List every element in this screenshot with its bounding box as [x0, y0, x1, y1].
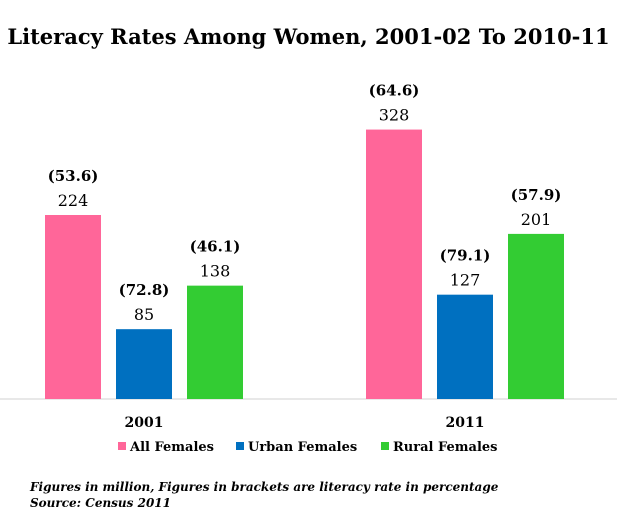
bars-layer: [45, 129, 564, 400]
value-label-rural-females-2001: 138: [200, 262, 231, 281]
value-label-all-females-2011: 328: [379, 106, 410, 125]
bar-rural-females-2001: [187, 285, 243, 399]
rate-label-urban-females-2011: (79.1): [440, 247, 491, 265]
x-tick-label-2011: 2011: [446, 415, 485, 431]
value-label-all-females-2001: 224: [58, 191, 89, 210]
chart-title: Literacy Rates Among Women, 2001-02 To 2…: [7, 24, 610, 49]
value-label-urban-females-2011: 127: [450, 271, 481, 290]
legend-swatch-rural-females: [381, 442, 389, 450]
value-label-rural-females-2011: 201: [521, 210, 552, 229]
chart-notes: Figures in million, Figures in brackets …: [30, 479, 498, 511]
bar-all-females-2011: [366, 129, 422, 400]
bar-urban-females-2011: [437, 294, 493, 399]
legend-label-all-females: All Females: [129, 440, 214, 455]
bar-urban-females-2001: [116, 329, 172, 399]
notes-line-1: Figures in million, Figures in brackets …: [30, 480, 499, 494]
rate-label-rural-females-2011: (57.9): [511, 186, 562, 204]
bar-all-females-2001: [45, 215, 101, 399]
bar-rural-females-2011: [508, 233, 564, 399]
legend-label-rural-females: Rural Females: [393, 440, 498, 455]
x-tick-label-2001: 2001: [125, 415, 164, 431]
ticks-layer: 2001 2011: [125, 415, 485, 431]
rate-label-rural-females-2001: (46.1): [190, 238, 241, 256]
rate-label-all-females-2001: (53.6): [48, 167, 99, 185]
legend-label-urban-females: Urban Females: [248, 440, 357, 455]
legend: All Females Urban Females Rural Females: [118, 440, 498, 455]
notes-line-2: Source: Census 2011: [30, 496, 171, 510]
value-label-urban-females-2001: 85: [134, 305, 154, 324]
labels-layer: 224 (53.6) 85 (72.8) 138 (46.1) 328 (64.6) 127 (7…: [48, 82, 562, 325]
rate-label-urban-females-2001: (72.8): [119, 281, 170, 299]
legend-swatch-urban-females: [236, 442, 244, 450]
legend-swatch-all-females: [118, 442, 126, 450]
rate-label-all-females-2011: (64.6): [369, 82, 420, 100]
